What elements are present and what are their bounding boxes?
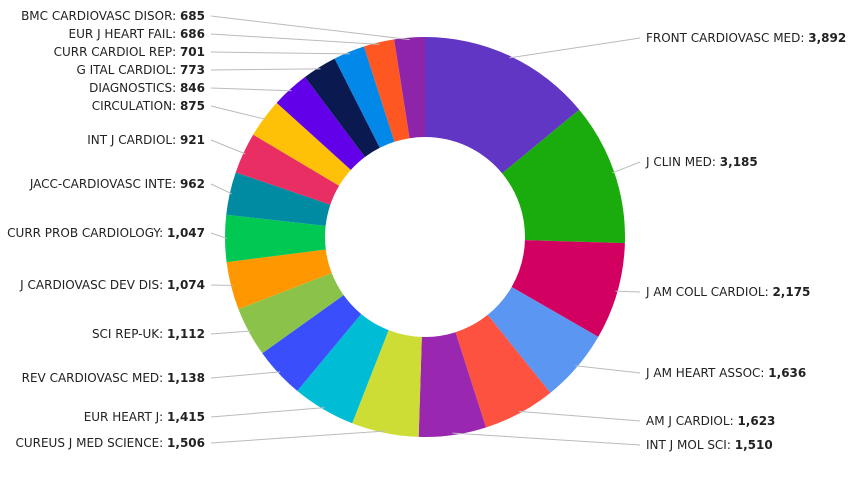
label-am-j-cardiol: AM J CARDIOL: 1,623 <box>646 414 775 428</box>
leader-line-diagnostics <box>211 88 292 91</box>
label-name: J CLIN MED: <box>645 155 720 169</box>
label-value: 685 <box>180 9 205 23</box>
label-cureus-j-med-science: CUREUS J MED SCIENCE: 1,506 <box>15 436 205 450</box>
leader-line-curr-prob-cardiology <box>211 233 227 238</box>
label-j-am-heart-assoc: J AM HEART ASSOC: 1,636 <box>645 366 806 380</box>
label-value: 1,415 <box>167 410 205 424</box>
label-curr-cardiol-rep: CURR CARDIOL REP: 701 <box>54 45 205 59</box>
leader-line-j-am-coll-cardiol <box>615 291 640 292</box>
label-name: G ITAL CARDIOL: <box>76 63 179 77</box>
label-rev-cardiovasc-med: REV CARDIOVASC MED: 1,138 <box>22 371 205 385</box>
label-value: 773 <box>180 63 205 77</box>
label-name: CIRCULATION: <box>92 99 180 113</box>
label-value: 1,623 <box>737 414 775 428</box>
label-name: CURR PROB CARDIOLOGY: <box>7 226 167 240</box>
label-name: J AM HEART ASSOC: <box>645 366 768 380</box>
leader-line-front-cardiovasc-med <box>509 38 640 58</box>
leader-line-j-am-heart-assoc <box>575 366 640 373</box>
label-value: 1,510 <box>735 438 773 452</box>
label-value: 686 <box>180 27 205 41</box>
label-value: 1,506 <box>167 436 205 450</box>
label-name: CURR CARDIOL REP: <box>54 45 180 59</box>
label-value: 1,112 <box>167 327 205 341</box>
leader-line-circulation <box>211 106 266 119</box>
label-j-am-coll-cardiol: J AM COLL CARDIOL: 2,175 <box>645 285 810 299</box>
leader-line-eur-j-heart-fail <box>211 34 379 44</box>
label-sci-rep-uk: SCI REP-UK: 1,112 <box>92 327 205 341</box>
leader-line-sci-rep-uk <box>211 331 251 334</box>
label-value: 701 <box>180 45 205 59</box>
leader-line-cureus-j-med-science <box>211 431 385 443</box>
label-value: 3,185 <box>720 155 758 169</box>
label-name: DIAGNOSTICS: <box>89 81 180 95</box>
label-name: BMC CARDIOVASC DISOR: <box>21 9 180 23</box>
label-value: 1,047 <box>167 226 205 240</box>
leader-line-rev-cardiovasc-med <box>211 372 280 378</box>
label-bmc-cardiovasc-disor: BMC CARDIOVASC DISOR: 685 <box>21 9 205 23</box>
label-circulation: CIRCULATION: 875 <box>92 99 205 113</box>
slices-group <box>225 37 625 437</box>
label-curr-prob-cardiology: CURR PROB CARDIOLOGY: 1,047 <box>7 226 205 240</box>
label-name: J CARDIOVASC DEV DIS: <box>19 278 167 292</box>
label-name: J AM COLL CARDIOL: <box>645 285 772 299</box>
label-name: EUR HEART J: <box>84 410 167 424</box>
label-j-clin-med: J CLIN MED: 3,185 <box>645 155 758 169</box>
label-name: CUREUS J MED SCIENCE: <box>15 436 167 450</box>
leader-line-curr-cardiol-rep <box>211 52 350 54</box>
label-name: JACC-CARDIOVASC INTE: <box>29 177 180 191</box>
label-int-j-mol-sci: INT J MOL SCI: 1,510 <box>646 438 773 452</box>
label-eur-heart-j: EUR HEART J: 1,415 <box>84 410 205 424</box>
label-diagnostics: DIAGNOSTICS: 846 <box>89 81 205 95</box>
leader-line-g-ital-cardiol <box>211 69 320 70</box>
label-eur-j-heart-fail: EUR J HEART FAIL: 686 <box>69 27 205 41</box>
label-value: 921 <box>180 133 205 147</box>
label-value: 1,074 <box>167 278 205 292</box>
leader-line-eur-heart-j <box>211 408 324 417</box>
leader-line-j-clin-med <box>612 162 640 173</box>
leader-line-int-j-mol-sci <box>452 433 640 445</box>
label-name: INT J MOL SCI: <box>646 438 735 452</box>
label-int-j-cardiol: INT J CARDIOL: 921 <box>87 133 205 147</box>
label-name: AM J CARDIOL: <box>646 414 737 428</box>
label-value: 3,892 <box>808 31 846 45</box>
label-g-ital-cardiol: G ITAL CARDIOL: 773 <box>76 63 205 77</box>
leader-line-int-j-cardiol <box>211 140 245 154</box>
label-value: 1,636 <box>768 366 806 380</box>
label-value: 2,175 <box>772 285 810 299</box>
label-value: 846 <box>180 81 205 95</box>
label-value: 875 <box>180 99 205 113</box>
label-value: 962 <box>180 177 205 191</box>
label-name: REV CARDIOVASC MED: <box>22 371 167 385</box>
label-name: FRONT CARDIOVASC MED: <box>646 31 808 45</box>
label-front-cardiovasc-med: FRONT CARDIOVASC MED: 3,892 <box>646 31 846 45</box>
label-name: EUR J HEART FAIL: <box>69 27 180 41</box>
label-name: INT J CARDIOL: <box>87 133 180 147</box>
label-value: 1,138 <box>167 371 205 385</box>
leader-line-am-j-cardiol <box>519 411 640 421</box>
label-j-cardiovasc-dev-dis: J CARDIOVASC DEV DIS: 1,074 <box>19 278 205 292</box>
label-name: SCI REP-UK: <box>92 327 167 341</box>
label-jacc-cardiovasc-inte: JACC-CARDIOVASC INTE: 962 <box>29 177 205 191</box>
leader-line-jacc-cardiovasc-inte <box>211 184 232 194</box>
